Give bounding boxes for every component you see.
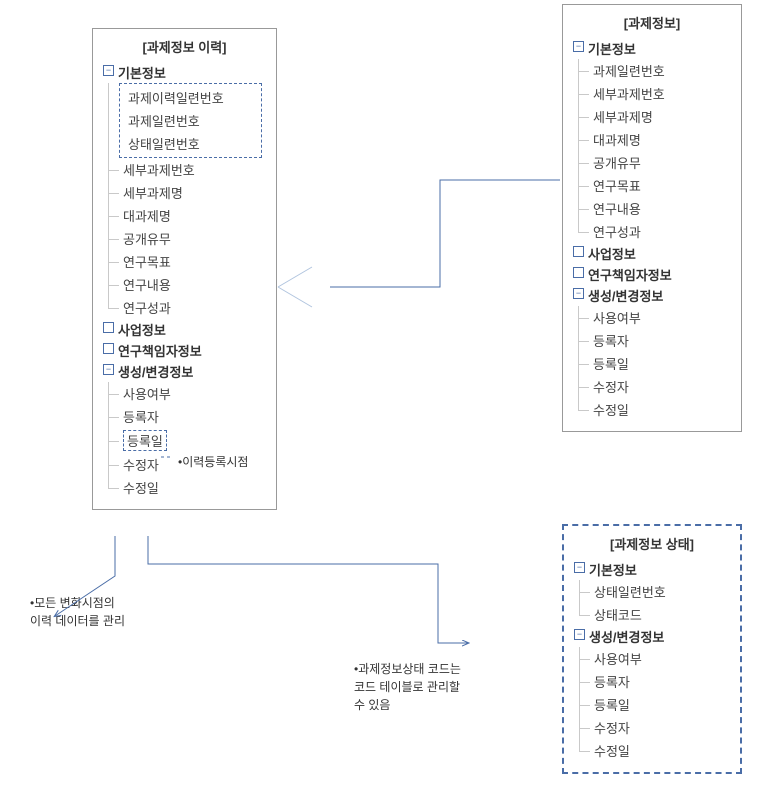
tree-leaf: 연구목표 bbox=[579, 174, 731, 197]
tree-box-status: [과제정보 상태] 기본정보상태일련번호상태코드생성/변경정보사용여부등록자등록… bbox=[562, 524, 742, 774]
tree-leaf: 세부과제번호 bbox=[109, 158, 266, 181]
expand-icon[interactable] bbox=[573, 246, 584, 257]
collapse-icon[interactable] bbox=[103, 65, 114, 76]
tree-leaf: 사용여부 bbox=[579, 306, 731, 329]
expand-icon[interactable] bbox=[103, 322, 114, 333]
tree-leaf: 상태코드 bbox=[580, 603, 730, 626]
tree-leaf: 사용여부 bbox=[109, 382, 266, 405]
collapse-icon[interactable] bbox=[573, 288, 584, 299]
tree-leaf: 등록일 bbox=[109, 428, 266, 453]
section-children: 사용여부등록자등록일수정자수정일 bbox=[108, 382, 266, 499]
tree-leaf: 수정일 bbox=[580, 739, 730, 762]
tree-leaf: 과제일련번호 bbox=[579, 59, 731, 82]
tree-leaf: 세부과제명 bbox=[579, 105, 731, 128]
tree-leaf: 등록일 bbox=[579, 352, 731, 375]
dashed-field: 등록일 bbox=[123, 430, 167, 451]
section-label: 생성/변경정보 bbox=[589, 626, 664, 647]
dashed-field-group: 과제이력일련번호과제일련번호상태일련번호 bbox=[119, 83, 262, 158]
section-label: 사업정보 bbox=[118, 319, 166, 340]
tree-leaf: 공개유무 bbox=[109, 227, 266, 250]
expand-icon[interactable] bbox=[103, 343, 114, 354]
tree-section-biz: 사업정보 bbox=[573, 243, 731, 264]
tree-section-creation: 생성/변경정보 bbox=[574, 626, 730, 647]
tree-section-creation: 생성/변경정보 bbox=[103, 361, 266, 382]
tree-leaf: 등록자 bbox=[109, 405, 266, 428]
tree-leaf: 연구내용 bbox=[579, 197, 731, 220]
tree-section-basic: 기본정보 bbox=[103, 62, 266, 83]
collapse-icon[interactable] bbox=[574, 562, 585, 573]
tree-leaf: 수정자 bbox=[579, 375, 731, 398]
tree-box-project: [과제정보] 기본정보과제일련번호세부과제번호세부과제명대과제명공개유무연구목표… bbox=[562, 4, 742, 432]
section-children: 과제이력일련번호과제일련번호상태일련번호세부과제번호세부과제명대과제명공개유무연… bbox=[108, 83, 266, 319]
tree-section-basic: 기본정보 bbox=[573, 38, 731, 59]
section-label: 생성/변경정보 bbox=[588, 285, 663, 306]
tree-section-creation: 생성/변경정보 bbox=[573, 285, 731, 306]
tree-leaf: 연구성과 bbox=[579, 220, 731, 243]
section-children: 과제일련번호세부과제번호세부과제명대과제명공개유무연구목표연구내용연구성과 bbox=[578, 59, 731, 243]
section-label: 생성/변경정보 bbox=[118, 361, 193, 382]
tree-leaf: 공개유무 bbox=[579, 151, 731, 174]
tree-title: [과제정보] bbox=[573, 13, 731, 32]
tree-section-basic: 기본정보 bbox=[574, 559, 730, 580]
section-label: 사업정보 bbox=[588, 243, 636, 264]
tree-leaf: 세부과제번호 bbox=[579, 82, 731, 105]
tree-section-researcher: 연구책임자정보 bbox=[573, 264, 731, 285]
section-label: 기본정보 bbox=[118, 62, 166, 83]
tree-leaf: 등록자 bbox=[579, 329, 731, 352]
tree-leaf: 대과제명 bbox=[579, 128, 731, 151]
annotation-history-manage: •모든 변화시점의 이력 데이터를 관리 bbox=[30, 594, 125, 630]
connector-line bbox=[330, 180, 560, 287]
section-label: 연구책임자정보 bbox=[588, 264, 672, 285]
tree-leaf: 상태일련번호 bbox=[580, 580, 730, 603]
tree-title: [과제정보 상태] bbox=[574, 534, 730, 553]
tree-leaf: 연구내용 bbox=[109, 273, 266, 296]
tree-leaf: 연구성과 bbox=[109, 296, 266, 319]
expand-icon[interactable] bbox=[573, 267, 584, 278]
annotation-history-reg-time: •이력등록시점 bbox=[178, 453, 248, 471]
connector-line bbox=[148, 536, 468, 643]
annotation-status-code: •과제정보상태 코드는 코드 테이블로 관리할 수 있음 bbox=[354, 660, 461, 714]
section-label: 연구책임자정보 bbox=[118, 340, 202, 361]
tree-section-biz: 사업정보 bbox=[103, 319, 266, 340]
section-children: 사용여부등록자등록일수정자수정일 bbox=[578, 306, 731, 421]
tree-title: [과제정보 이력] bbox=[103, 37, 266, 56]
collapse-icon[interactable] bbox=[573, 41, 584, 52]
section-children: 상태일련번호상태코드 bbox=[579, 580, 730, 626]
tree-leaf: 연구목표 bbox=[109, 250, 266, 273]
collapse-icon[interactable] bbox=[103, 364, 114, 375]
section-label: 기본정보 bbox=[588, 38, 636, 59]
tree-leaf: 세부과제명 bbox=[109, 181, 266, 204]
section-children: 사용여부등록자등록일수정자수정일 bbox=[579, 647, 730, 762]
tree-box-history: [과제정보 이력] 기본정보과제이력일련번호과제일련번호상태일련번호세부과제번호… bbox=[92, 28, 277, 510]
tree-leaf: 등록일 bbox=[580, 693, 730, 716]
section-label: 기본정보 bbox=[589, 559, 637, 580]
tree-leaf: 상태일련번호 bbox=[124, 132, 257, 155]
connector-line bbox=[278, 267, 312, 307]
tree-leaf: 수정자 bbox=[580, 716, 730, 739]
tree-leaf: 등록자 bbox=[580, 670, 730, 693]
tree-leaf: 과제이력일련번호 bbox=[124, 86, 257, 109]
tree-leaf: 사용여부 bbox=[580, 647, 730, 670]
tree-leaf: 수정일 bbox=[109, 476, 266, 499]
collapse-icon[interactable] bbox=[574, 629, 585, 640]
tree-section-researcher: 연구책임자정보 bbox=[103, 340, 266, 361]
tree-leaf: 대과제명 bbox=[109, 204, 266, 227]
tree-leaf: 과제일련번호 bbox=[124, 109, 257, 132]
tree-leaf: 수정일 bbox=[579, 398, 731, 421]
